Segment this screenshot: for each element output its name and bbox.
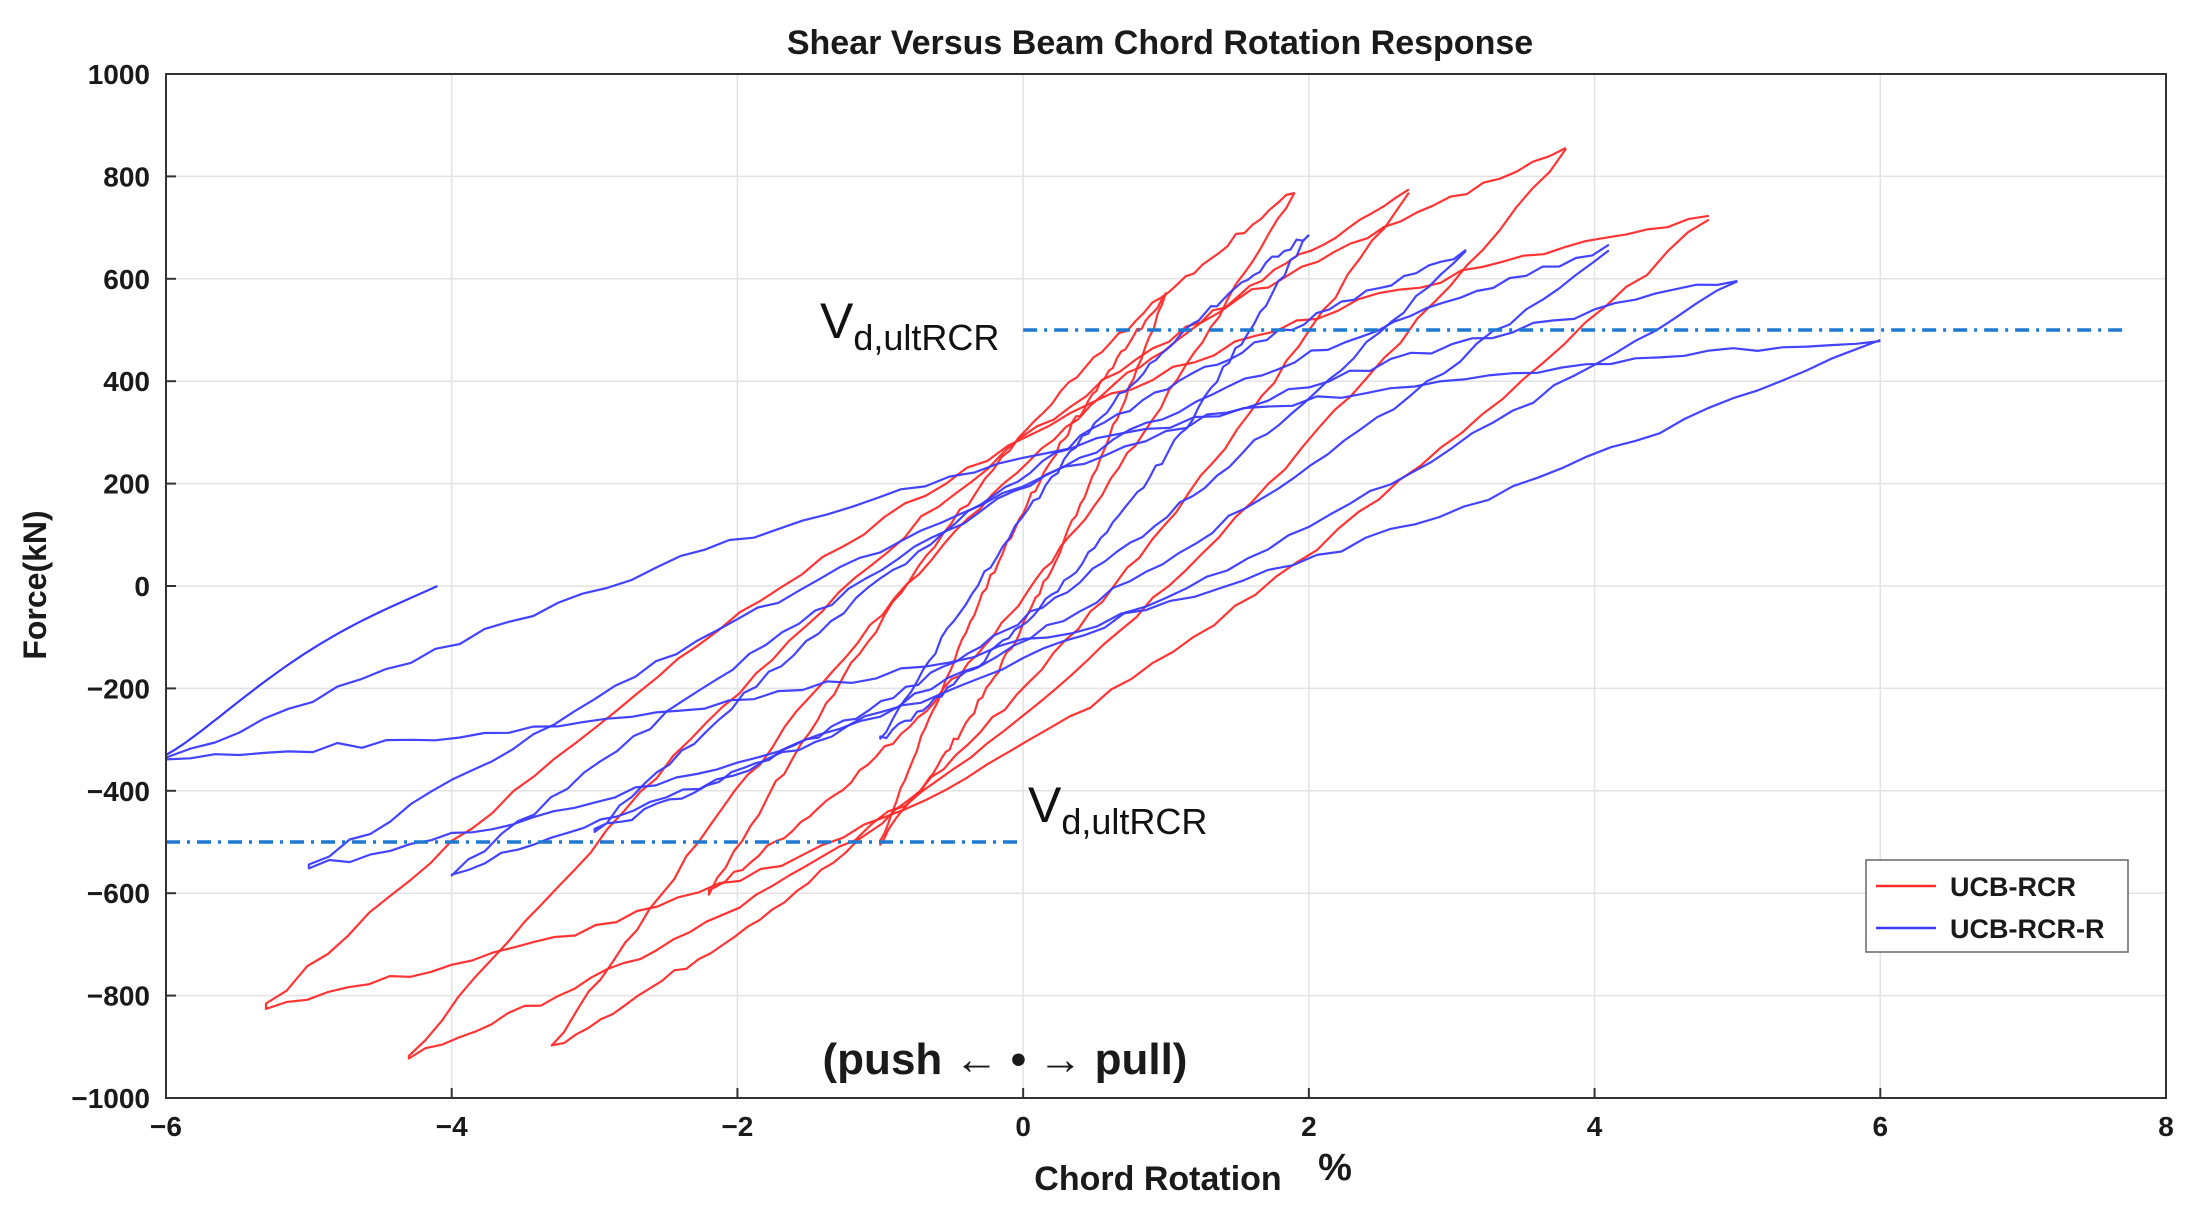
hysteresis-loop (550, 188, 1410, 1047)
y-tick-label: −400 (87, 776, 150, 807)
series-ucb-rcr (264, 146, 1710, 1060)
hysteresis-loop (264, 214, 1710, 1010)
ref-label-upper: Vd,ultRCR (820, 293, 999, 358)
ref-label-upper-sub: d,ultRCR (853, 317, 999, 358)
y-tick-label: 400 (103, 366, 150, 397)
y-tick-label: −600 (87, 878, 150, 909)
legend-box (1865, 859, 2129, 953)
ref-label-lower-main: V (1028, 777, 1062, 833)
y-tick-label: 200 (103, 469, 150, 500)
x-tick-label: 6 (1872, 1111, 1888, 1142)
hysteresis-loop (450, 243, 1610, 877)
y-tick-label: −1000 (71, 1083, 150, 1114)
hysteresis-loop (707, 191, 1296, 896)
hysteresis-loop (879, 234, 1310, 740)
x-tick-label: −6 (150, 1111, 182, 1142)
hysteresis-loop (593, 248, 1467, 833)
reference-line-labels: Vd,ultRCR Vd,ultRCR (820, 293, 1207, 842)
y-tick-label: 600 (103, 264, 150, 295)
legend-label-ucb-rcr: UCB-RCR (1950, 872, 2076, 902)
ref-label-lower-sub: d,ultRCR (1061, 801, 1207, 842)
legend: UCB-RCR UCB-RCR-R (1865, 859, 2129, 953)
y-tick-label: −200 (87, 673, 150, 704)
y-axis: −1000 −800 −600 −400 −200 0 200 400 600 800 1000 (71, 59, 176, 1114)
y-tick-label: 1000 (88, 59, 150, 90)
y-tick-label: −800 (87, 981, 150, 1012)
x-tick-label: 8 (2158, 1111, 2174, 1142)
y-tick-label: 0 (134, 571, 150, 602)
x-tick-label: 0 (1015, 1111, 1031, 1142)
reference-lines (166, 328, 2124, 844)
x-tick-label: −4 (436, 1111, 468, 1142)
hysteresis-loop (407, 146, 1567, 1060)
legend-label-ucb-rcr-r: UCB-RCR-R (1950, 914, 2104, 944)
hysteresis-loop (307, 279, 1738, 870)
ref-label-lower: Vd,ultRCR (1028, 777, 1207, 842)
y-tick-label: 800 (103, 161, 150, 192)
ref-label-upper-main: V (820, 293, 854, 349)
chart-title: Shear Versus Beam Chord Rotation Respons… (787, 24, 1533, 62)
x-tick-label: −2 (721, 1111, 753, 1142)
y-axis-label: Force(kN) (17, 510, 53, 659)
push-pull-annotation: (push ← • → pull) (823, 1035, 1188, 1084)
x-axis: −6 −4 −2 0 2 4 6 8 (150, 1088, 2174, 1142)
x-axis-label: Chord Rotation (1034, 1160, 1281, 1198)
x-tick-label: 2 (1301, 1111, 1317, 1142)
x-axis-unit-label: % (1318, 1147, 1352, 1189)
series-layer (164, 146, 1881, 1060)
final-branch (165, 584, 438, 756)
x-tick-label: 4 (1587, 1111, 1603, 1142)
